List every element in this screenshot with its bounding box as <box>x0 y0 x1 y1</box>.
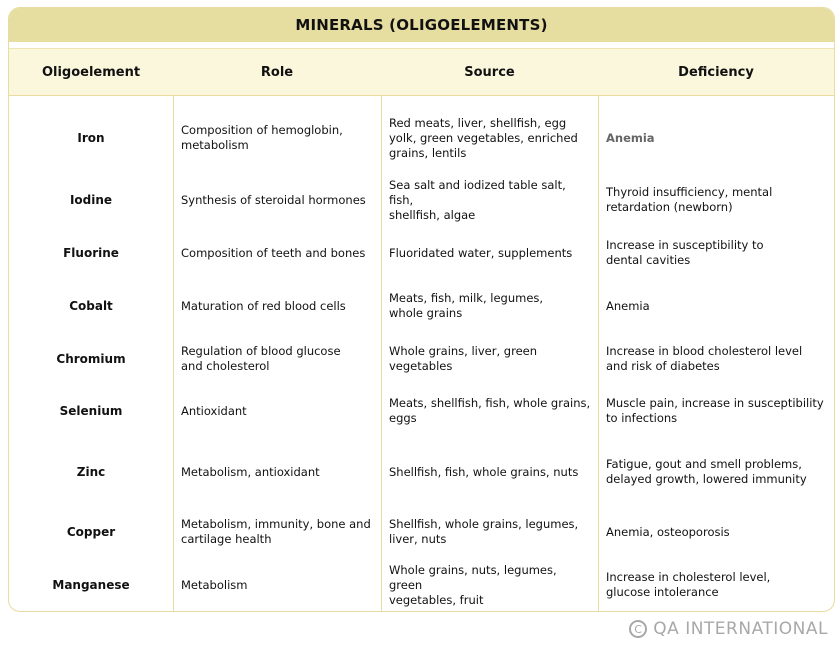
cell-role: Composition of hemoglobin, metabolism <box>181 123 343 152</box>
cell-deficiency: Muscle pain, increase in susceptibility … <box>606 396 824 425</box>
column-source: Red meats, liver, shellfish, egg yolk, g… <box>381 95 598 611</box>
cell-role: Regulation of blood glucose and choleste… <box>181 344 341 373</box>
cell-role: Metabolism, antioxidant <box>181 464 320 479</box>
cell-source: Whole grains, nuts, legumes, green veget… <box>389 562 557 607</box>
cell-oligoelement: Iron <box>77 130 105 145</box>
cell-source: Sea salt and iodized table salt, fish, s… <box>389 177 566 222</box>
cell-deficiency: Increase in blood cholesterol level and … <box>606 344 803 373</box>
cell-role: Metabolism, immunity, bone and cartilage… <box>181 517 371 546</box>
cell-source: Whole grains, liver, green vegetables <box>389 344 538 373</box>
cell-role: Composition of teeth and bones <box>181 245 366 260</box>
cell-deficiency: Increase in cholesterol level, glucose i… <box>606 570 771 599</box>
header-deficiency: Deficiency <box>678 64 754 80</box>
cell-deficiency: Increase in susceptibility to dental cav… <box>606 238 764 267</box>
cell-deficiency: Anemia <box>606 130 655 145</box>
cell-oligoelement: Iodine <box>69 192 113 207</box>
header-source: Source <box>464 64 515 80</box>
minerals-table: MINERALS (OLIGOELEMENTS) Oligoelement Ro… <box>8 7 835 612</box>
cell-role: Metabolism <box>181 577 248 592</box>
column-deficiency: Anemia Thyroid insufficiency, mental reta… <box>598 95 834 611</box>
copyright-icon: C <box>629 620 648 638</box>
cell-oligoelement: Zinc <box>76 464 106 479</box>
cell-role: Synthesis of steroidal hormones <box>181 192 366 207</box>
cell-source: Red meats, liver, shellfish, egg yolk, g… <box>389 115 578 160</box>
cell-source: Meats, shellfish, fish, whole grains, eg… <box>389 396 591 425</box>
table-body: Iron Iodine Fluorine Cobalt Chromium Selenium… <box>9 95 834 611</box>
copyright-text: QA INTERNATIONAL <box>653 619 828 639</box>
cell-oligoelement: Selenium <box>59 403 123 418</box>
cell-oligoelement: Fluorine <box>63 245 119 260</box>
cell-source: Fluoridated water, supplements <box>389 245 573 260</box>
cell-source: Meats, fish, milk, legumes, whole grains <box>389 291 544 320</box>
column-role: Composition of hemoglobin, metabolism Syn… <box>173 95 381 611</box>
column-oligoelement: Iron Iodine Fluorine Cobalt Chromium Selenium… <box>9 95 173 611</box>
table-title: MINERALS (OLIGOELEMENTS) <box>9 8 834 42</box>
header-row: Oligoelement Role Source Deficiency <box>9 48 834 96</box>
cell-deficiency: Anemia, osteoporosis <box>606 524 730 539</box>
cell-deficiency: Fatigue, gout and smell problems, delaye… <box>606 457 807 486</box>
cell-oligoelement: Chromium <box>56 351 126 366</box>
copyright: C QA INTERNATIONAL <box>629 619 828 639</box>
cell-oligoelement: Copper <box>66 524 116 539</box>
cell-oligoelement: Cobalt <box>69 298 113 313</box>
header-role: Role <box>260 64 294 80</box>
cell-role: Maturation of red blood cells <box>181 298 346 313</box>
cell-oligoelement: Manganese <box>52 577 130 592</box>
cell-deficiency: Thyroid insufficiency, mental retardatio… <box>606 185 773 214</box>
cell-source: Shellfish, fish, whole grains, nuts <box>389 464 579 479</box>
cell-source: Shellfish, whole grains, legumes, liver,… <box>389 517 579 546</box>
header-oligoelement: Oligoelement <box>41 64 141 80</box>
cell-deficiency: Anemia <box>606 298 650 313</box>
cell-role: Antioxidant <box>181 403 247 418</box>
